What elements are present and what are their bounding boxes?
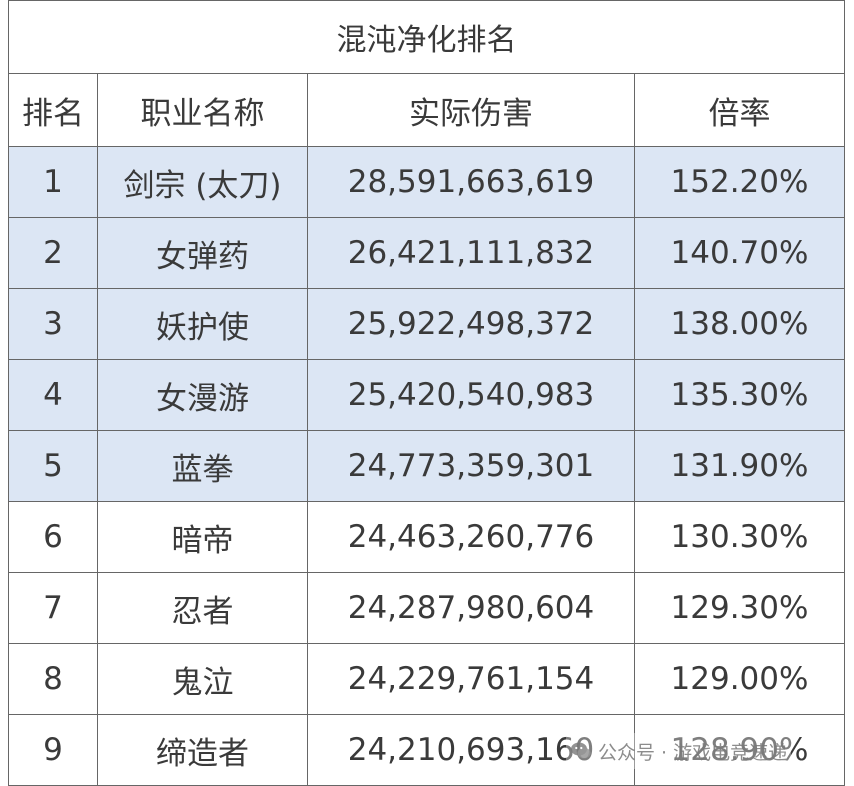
cell-rate: 152.20%: [634, 146, 845, 218]
table-row: 1 剑宗 (太刀) 28,591,663,619 152.20%: [8, 146, 845, 218]
cell-rank: 9: [8, 714, 98, 786]
cell-rank: 5: [8, 430, 98, 502]
watermark: 公众号 · 游戏电竞速递: [566, 733, 792, 769]
table-row: 5 蓝拳 24,773,359,301 131.90%: [8, 430, 845, 502]
cell-rank: 7: [8, 572, 98, 644]
cell-damage: 24,229,761,154: [307, 643, 635, 715]
cell-rate: 131.90%: [634, 430, 845, 502]
cell-job: 妖护使: [97, 288, 308, 360]
cell-rank: 6: [8, 501, 98, 573]
cell-rate: 130.30%: [634, 501, 845, 573]
header-rate: 倍率: [634, 73, 845, 147]
cell-job: 忍者: [97, 572, 308, 644]
cell-rank: 2: [8, 217, 98, 289]
ranking-table-container: 混沌净化排名 排名 职业名称 实际伤害 倍率 1 剑宗 (太刀) 28,591,…: [8, 0, 845, 786]
cell-job: 蓝拳: [97, 430, 308, 502]
cell-damage: 25,420,540,983: [307, 359, 635, 431]
cell-job: 鬼泣: [97, 643, 308, 715]
table-title: 混沌净化排名: [8, 0, 845, 74]
table-row: 7 忍者 24,287,980,604 129.30%: [8, 572, 845, 644]
cell-damage: 24,463,260,776: [307, 501, 635, 573]
header-damage: 实际伤害: [307, 73, 635, 147]
cell-rate: 140.70%: [634, 217, 845, 289]
wechat-icon: [570, 740, 592, 762]
watermark-text: 公众号 · 游戏电竞速递: [598, 741, 788, 764]
cell-rank: 4: [8, 359, 98, 431]
table-row: 6 暗帝 24,463,260,776 130.30%: [8, 501, 845, 573]
table-body: 1 剑宗 (太刀) 28,591,663,619 152.20% 2 女弹药 2…: [8, 146, 845, 786]
cell-job: 剑宗 (太刀): [97, 146, 308, 218]
cell-rank: 8: [8, 643, 98, 715]
cell-rate: 128.90%: [634, 714, 845, 786]
cell-rank: 3: [8, 288, 98, 360]
table-title-row: 混沌净化排名: [8, 0, 845, 74]
cell-job: 暗帝: [97, 501, 308, 573]
cell-damage: 24,287,980,604: [307, 572, 635, 644]
cell-job: 女弹药: [97, 217, 308, 289]
cell-rate: 135.30%: [634, 359, 845, 431]
cell-job: 女漫游: [97, 359, 308, 431]
table-row: 2 女弹药 26,421,111,832 140.70%: [8, 217, 845, 289]
cell-rate: 129.00%: [634, 643, 845, 715]
table-row: 9 缔造者 24,210,693,160 128.90%: [8, 714, 845, 786]
table-row: 4 女漫游 25,420,540,983 135.30%: [8, 359, 845, 431]
table-row: 3 妖护使 25,922,498,372 138.00%: [8, 288, 845, 360]
cell-rate: 129.30%: [634, 572, 845, 644]
cell-rank: 1: [8, 146, 98, 218]
table-row: 8 鬼泣 24,229,761,154 129.00%: [8, 643, 845, 715]
cell-damage: 26,421,111,832: [307, 217, 635, 289]
cell-damage: 28,591,663,619: [307, 146, 635, 218]
header-rank: 排名: [8, 73, 98, 147]
cell-damage: 24,773,359,301: [307, 430, 635, 502]
cell-rate: 138.00%: [634, 288, 845, 360]
cell-job: 缔造者: [97, 714, 308, 786]
table-header-row: 排名 职业名称 实际伤害 倍率: [8, 73, 845, 147]
ranking-table: 混沌净化排名 排名 职业名称 实际伤害 倍率 1 剑宗 (太刀) 28,591,…: [8, 0, 845, 786]
cell-damage: 25,922,498,372: [307, 288, 635, 360]
header-job: 职业名称: [97, 73, 308, 147]
